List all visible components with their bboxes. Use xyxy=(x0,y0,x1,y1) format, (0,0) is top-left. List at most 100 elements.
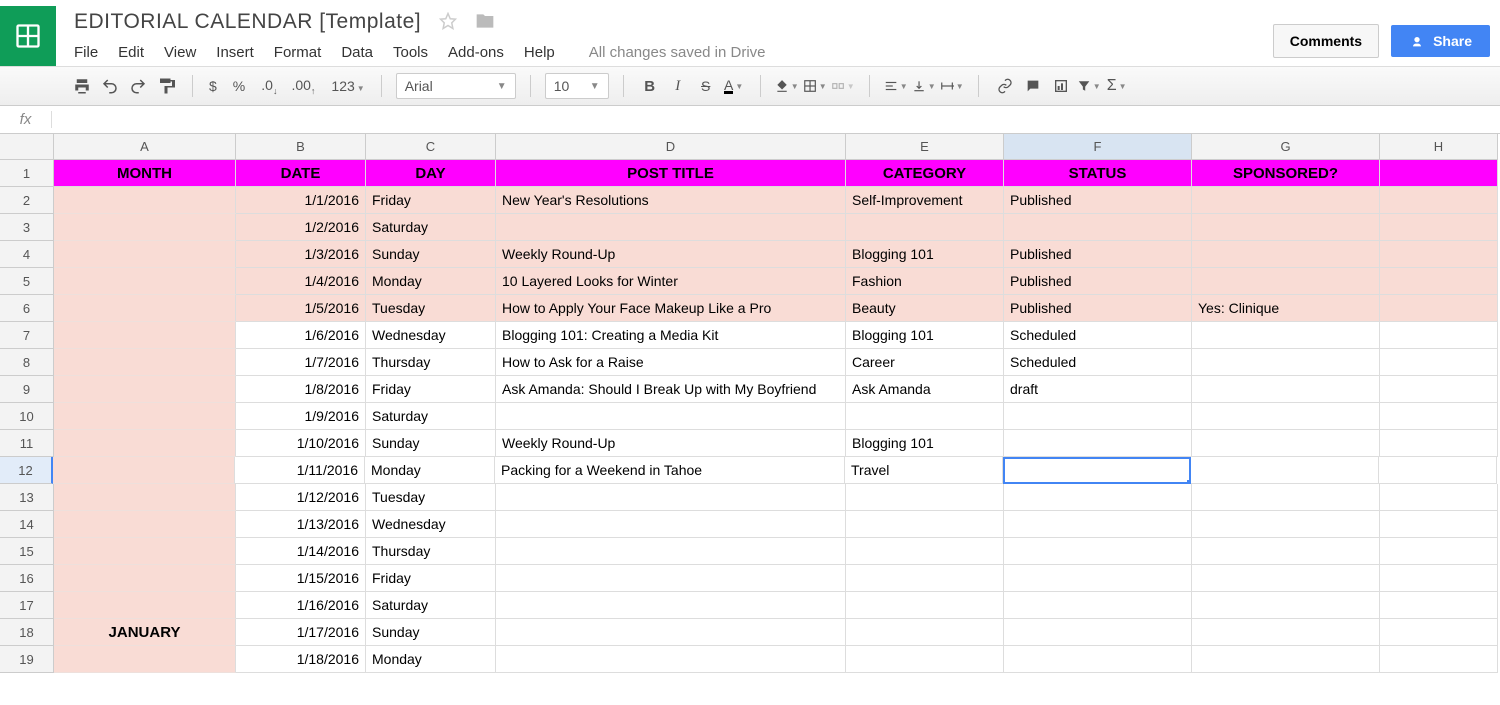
cell-E18[interactable] xyxy=(846,619,1004,646)
cell-H12[interactable] xyxy=(1379,457,1497,484)
cell-A17[interactable] xyxy=(54,592,236,619)
cell-F5[interactable]: Published xyxy=(1004,268,1192,295)
header-cell-A[interactable]: MONTH xyxy=(54,160,236,187)
column-header-A[interactable]: A xyxy=(54,134,236,160)
cell-F16[interactable] xyxy=(1004,565,1192,592)
merge-cells-icon[interactable]: ▼ xyxy=(831,74,855,98)
cell-D15[interactable] xyxy=(496,538,846,565)
cell-A19[interactable] xyxy=(54,646,236,673)
comments-button[interactable]: Comments xyxy=(1273,24,1379,58)
cell-H6[interactable] xyxy=(1380,295,1498,322)
cell-A4[interactable] xyxy=(54,241,236,268)
header-cell-D[interactable]: POST TITLE xyxy=(496,160,846,187)
cell-B19[interactable]: 1/18/2016 xyxy=(236,646,366,673)
cell-A18[interactable]: JANUARY xyxy=(54,619,236,646)
cell-H15[interactable] xyxy=(1380,538,1498,565)
functions-icon[interactable]: Σ▼ xyxy=(1105,74,1129,98)
cell-B15[interactable]: 1/14/2016 xyxy=(236,538,366,565)
cell-B10[interactable]: 1/9/2016 xyxy=(236,403,366,430)
cell-D16[interactable] xyxy=(496,565,846,592)
cell-G5[interactable] xyxy=(1192,268,1380,295)
select-all-corner[interactable] xyxy=(0,134,54,160)
cell-D17[interactable] xyxy=(496,592,846,619)
cell-F2[interactable]: Published xyxy=(1004,187,1192,214)
cell-B16[interactable]: 1/15/2016 xyxy=(236,565,366,592)
cell-A11[interactable] xyxy=(54,430,236,457)
row-header[interactable]: 9 xyxy=(0,376,54,403)
cell-B18[interactable]: 1/17/2016 xyxy=(236,619,366,646)
bold-icon[interactable]: B xyxy=(638,74,662,98)
cell-H11[interactable] xyxy=(1380,430,1498,457)
fill-color-icon[interactable]: ▼ xyxy=(775,74,799,98)
cell-B7[interactable]: 1/6/2016 xyxy=(236,322,366,349)
header-cell-E[interactable]: CATEGORY xyxy=(846,160,1004,187)
cell-G12[interactable] xyxy=(1191,457,1379,484)
cell-A8[interactable] xyxy=(54,349,236,376)
currency-format-button[interactable]: $ xyxy=(207,78,219,94)
cell-E13[interactable] xyxy=(846,484,1004,511)
cell-A2[interactable] xyxy=(54,187,236,214)
cell-E4[interactable]: Blogging 101 xyxy=(846,241,1004,268)
cell-A5[interactable] xyxy=(54,268,236,295)
cell-C19[interactable]: Monday xyxy=(366,646,496,673)
cell-B4[interactable]: 1/3/2016 xyxy=(236,241,366,268)
cell-F4[interactable]: Published xyxy=(1004,241,1192,268)
cell-G16[interactable] xyxy=(1192,565,1380,592)
doc-title[interactable]: EDITORIAL CALENDAR [Template] xyxy=(74,10,421,34)
menu-help[interactable]: Help xyxy=(524,44,555,61)
cell-H17[interactable] xyxy=(1380,592,1498,619)
header-cell-C[interactable]: DAY xyxy=(366,160,496,187)
row-header[interactable]: 15 xyxy=(0,538,54,565)
row-header[interactable]: 17 xyxy=(0,592,54,619)
column-header-F[interactable]: F xyxy=(1004,134,1192,160)
cell-D10[interactable] xyxy=(496,403,846,430)
cell-F13[interactable] xyxy=(1004,484,1192,511)
cell-D18[interactable] xyxy=(496,619,846,646)
column-header-D[interactable]: D xyxy=(496,134,846,160)
cell-G2[interactable] xyxy=(1192,187,1380,214)
cell-G10[interactable] xyxy=(1192,403,1380,430)
cell-D2[interactable]: New Year's Resolutions xyxy=(496,187,846,214)
cell-H10[interactable] xyxy=(1380,403,1498,430)
cell-C7[interactable]: Wednesday xyxy=(366,322,496,349)
cell-C2[interactable]: Friday xyxy=(366,187,496,214)
cell-G15[interactable] xyxy=(1192,538,1380,565)
cell-B9[interactable]: 1/8/2016 xyxy=(236,376,366,403)
cell-A12[interactable] xyxy=(53,457,235,484)
cell-H3[interactable] xyxy=(1380,214,1498,241)
cell-D4[interactable]: Weekly Round-Up xyxy=(496,241,846,268)
cell-G18[interactable] xyxy=(1192,619,1380,646)
cell-B2[interactable]: 1/1/2016 xyxy=(236,187,366,214)
cell-H4[interactable] xyxy=(1380,241,1498,268)
header-cell-G[interactable]: SPONSORED? xyxy=(1192,160,1380,187)
cell-A15[interactable] xyxy=(54,538,236,565)
row-header[interactable]: 7 xyxy=(0,322,54,349)
cell-G7[interactable] xyxy=(1192,322,1380,349)
cell-H18[interactable] xyxy=(1380,619,1498,646)
cell-G4[interactable] xyxy=(1192,241,1380,268)
cell-B5[interactable]: 1/4/2016 xyxy=(236,268,366,295)
redo-icon[interactable] xyxy=(126,74,150,98)
cell-C3[interactable]: Saturday xyxy=(366,214,496,241)
cell-A3[interactable] xyxy=(54,214,236,241)
cell-F15[interactable] xyxy=(1004,538,1192,565)
cell-C13[interactable]: Tuesday xyxy=(366,484,496,511)
cell-B6[interactable]: 1/5/2016 xyxy=(236,295,366,322)
cell-E9[interactable]: Ask Amanda xyxy=(846,376,1004,403)
cell-C11[interactable]: Sunday xyxy=(366,430,496,457)
cell-E6[interactable]: Beauty xyxy=(846,295,1004,322)
cell-C14[interactable]: Wednesday xyxy=(366,511,496,538)
menu-insert[interactable]: Insert xyxy=(216,44,254,61)
row-header[interactable]: 5 xyxy=(0,268,54,295)
insert-link-icon[interactable] xyxy=(993,74,1017,98)
menu-add-ons[interactable]: Add-ons xyxy=(448,44,504,61)
header-cell-H[interactable] xyxy=(1380,160,1498,187)
text-color-icon[interactable]: A▼ xyxy=(722,74,746,98)
cell-B13[interactable]: 1/12/2016 xyxy=(236,484,366,511)
cell-A10[interactable] xyxy=(54,403,236,430)
header-cell-B[interactable]: DATE xyxy=(236,160,366,187)
cell-H5[interactable] xyxy=(1380,268,1498,295)
row-header[interactable]: 2 xyxy=(0,187,54,214)
cell-F3[interactable] xyxy=(1004,214,1192,241)
cell-G9[interactable] xyxy=(1192,376,1380,403)
